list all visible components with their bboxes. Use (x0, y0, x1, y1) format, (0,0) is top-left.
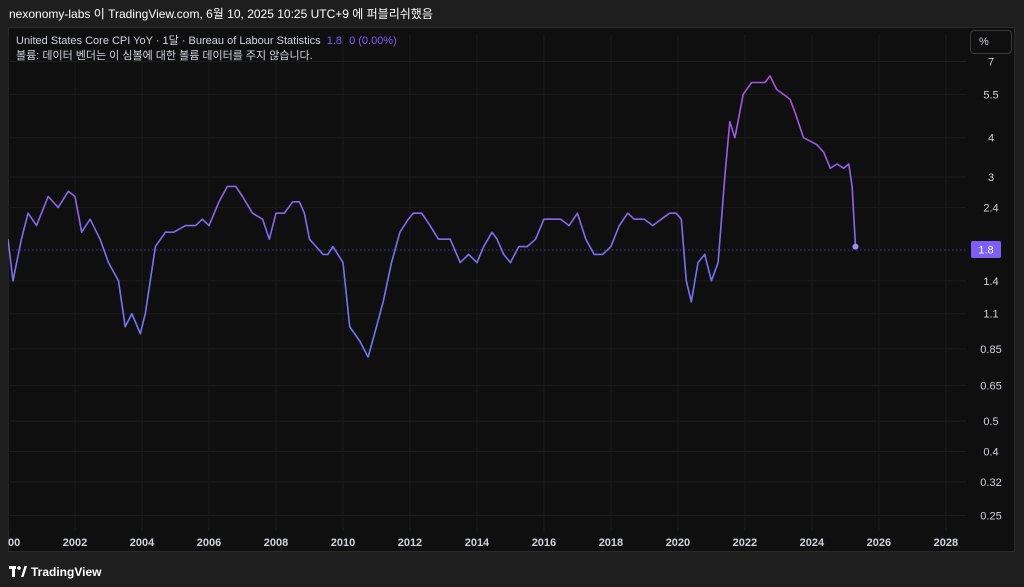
y-axis: 7 5.5 4 3 2.4 1.4 1.1 0.85 0.65 0.5 0.4 0.32 0.25 (980, 56, 1001, 522)
x-tick-label: 2020 (666, 537, 690, 549)
line-chart[interactable]: 7 5.5 4 3 2.4 1.4 1.1 0.85 0.65 0.5 0.4 0.32 0.25 20… (8, 27, 1015, 552)
y-tick-label: 0.5 (983, 416, 998, 428)
last-value: 1.8 (326, 35, 342, 47)
y-tick-label: 0.65 (980, 380, 1001, 392)
chart-legend: United States Core CPI YoY · 1달 · Bureau… (16, 34, 397, 64)
chart-panel (8, 27, 1015, 552)
svg-text:1.8: 1.8 (978, 245, 993, 257)
x-tick-label: 2012 (398, 537, 422, 549)
y-tick-label: 4 (988, 133, 994, 145)
x-tick-label: 2022 (733, 537, 757, 549)
y-tick-label: 1.1 (983, 309, 998, 321)
brand-name: TradingView (31, 565, 102, 579)
y-tick-label: 1.4 (983, 276, 998, 288)
y-tick-label: 2.4 (983, 202, 998, 214)
x-tick-label: 2028 (934, 537, 958, 549)
y-tick-label: 5.5 (983, 89, 998, 101)
x-tick-label: 2014 (465, 537, 490, 549)
percent-scale-button[interactable]: % (970, 30, 1012, 54)
y-tick-label: 0.4 (983, 447, 998, 459)
x-tick-label: 2010 (331, 537, 355, 549)
symbol-title[interactable]: United States Core CPI YoY · 1달 · Bureau… (16, 35, 321, 47)
tradingview-logo-icon (9, 566, 27, 577)
y-tick-label: 0.32 (980, 477, 1001, 489)
grid-lines (8, 35, 966, 531)
last-value-label: 1.8 (971, 241, 1001, 258)
volume-note: 볼륨: 데이터 벤더는 이 심볼에 대한 볼륨 데이터를 주지 않습니다. (16, 50, 313, 62)
x-tick-label: 2016 (532, 537, 556, 549)
x-tick-label: 2026 (867, 537, 891, 549)
x-tick-label: 2018 (599, 537, 623, 549)
footer: TradingView (0, 558, 1024, 587)
publish-info: nexonomy-labs 이 TradingView.com, 6월 10, … (9, 7, 433, 21)
x-axis: 2000 2002 2004 2006 2008 2010 2012 2014 2016 2018… (8, 537, 958, 549)
y-tick-label: 0.25 (980, 511, 1001, 523)
value-change: 0 (0.00%) (349, 35, 397, 47)
last-value-dot (852, 243, 859, 250)
x-tick-label: 2002 (63, 537, 87, 549)
x-tick-label: 2024 (800, 537, 825, 549)
y-tick-label: 3 (988, 172, 994, 184)
x-tick-label: 2008 (264, 537, 288, 549)
y-tick-label: 7 (988, 56, 994, 68)
series-line[interactable] (8, 75, 857, 358)
x-tick-label: 2006 (197, 537, 221, 549)
x-tick-label: 2004 (130, 537, 155, 549)
y-tick-label: 0.85 (980, 344, 1001, 356)
x-tick-label: 2000 (8, 537, 20, 549)
